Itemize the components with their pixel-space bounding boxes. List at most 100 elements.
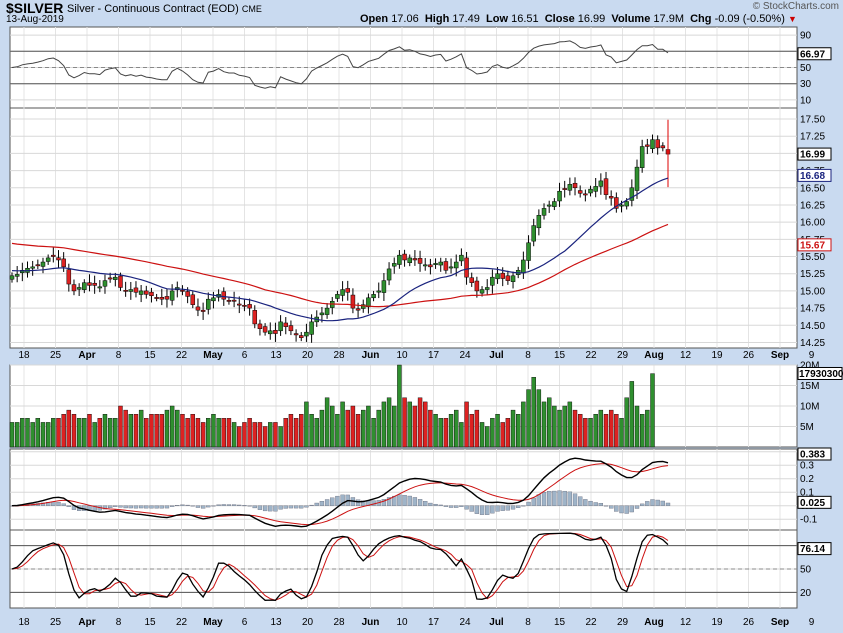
macd-histogram-bar [521,505,526,507]
price-tag: 16.99 [800,150,825,161]
candle-body [283,322,289,327]
candle-body [608,196,614,199]
volume-bar [397,364,402,448]
volume-bar [247,418,252,448]
price-tick-label: 14.75 [800,304,825,315]
volume-tick-label: 10M [800,402,819,413]
candle-body [624,201,629,207]
macd-signal-line [12,463,669,526]
candle-body [469,277,474,283]
volume-bar [40,422,46,448]
x-axis-label: Jul [489,350,504,361]
volume-bar [505,418,511,448]
candle-body [402,253,407,261]
macd-histogram-bar [650,499,655,506]
candle-body [391,263,397,267]
x-axis-label: 6 [242,350,248,361]
volume-bar [252,422,257,448]
candle-body [195,306,201,311]
x-axis-label: 28 [333,350,345,361]
symbol-title: $SILVER [6,0,64,16]
macd-histogram-bar [624,505,629,514]
candle-body [484,287,490,290]
candle-body [273,330,278,334]
volume-bar [180,414,185,448]
ma-slow-line [11,223,669,308]
candle-body [386,268,392,281]
x-axis-label: 15 [554,350,566,361]
volume-bar [154,414,159,448]
volume-bar [257,422,263,448]
macd-histogram-bar [273,505,278,512]
volume-bar [14,422,20,448]
x-axis-label: 8 [116,350,122,361]
candle-body [92,282,97,286]
macd-histogram-bar [113,505,118,507]
candle-body [304,331,309,337]
macd-histogram-bar [500,505,505,511]
macd-histogram-bar [61,503,66,506]
volume-bar [469,414,474,448]
candle-body [97,286,103,289]
macd-histogram-bar [479,505,485,515]
macd-tag-box [797,495,832,509]
x-axis-label-bottom: May [203,617,223,628]
x-axis-label: 20 [302,350,314,361]
volume-bar [123,409,128,448]
macd-histogram-bar [640,503,645,506]
x-axis-label-bottom: 29 [617,617,629,628]
candle-body [464,257,469,278]
x-axis-label: 22 [585,350,597,361]
macd-histogram-bar [180,504,185,506]
candle-body [448,266,454,269]
x-axis-label: May [203,350,223,361]
x-axis-label-bottom: Jul [489,617,504,628]
macd-tick-label: -0.1 [800,515,818,526]
macd-histogram-bar [195,505,201,508]
candle-body [474,280,480,292]
macd-histogram-bar [231,504,237,506]
volume-bar [102,414,108,448]
volume-bar [231,422,237,448]
volume-bar [526,389,531,448]
macd-histogram-bar [242,505,247,507]
ma-fast-line [11,177,669,322]
candle-body [412,258,418,261]
volume-bar [118,405,123,448]
candle-body [319,312,325,316]
candle-body [438,261,443,266]
candle-body [242,304,247,307]
candle-body [247,304,252,309]
x-axis-label-bottom: 26 [743,617,755,628]
macd-histogram-bar [598,503,604,506]
macd-histogram-bar [485,505,490,515]
candle-body [433,263,438,265]
x-axis-label-bottom: 13 [270,617,282,628]
volume-bar [293,418,299,448]
macd-histogram-bar [221,504,226,506]
volume-bar [82,418,87,448]
stoch-tick-label: 20 [800,588,812,599]
volume-bar [541,401,547,448]
x-axis-label-bottom: 8 [525,617,531,628]
macd-histogram-bar [505,505,511,511]
candle-body [221,291,227,300]
candle-body [14,274,20,277]
candle-body [340,289,345,296]
macd-histogram-bar [516,505,521,508]
volume-tick-label: 15M [800,381,819,392]
stockcharts-logo: © StockCharts.com [752,1,839,12]
price-tick-label: 17.25 [800,132,825,143]
macd-histogram-bar [262,505,268,512]
candle-body [40,261,46,267]
volume-bar [30,422,35,448]
volume-bar [490,418,495,448]
candle-body [355,308,361,311]
volume-bar [433,414,438,448]
volume-bar [324,397,330,448]
volume-bar [614,414,619,448]
volume-bar [624,397,629,448]
volume-bar [76,418,82,448]
macd-histogram-bar [572,493,578,506]
candle-body [360,304,366,309]
